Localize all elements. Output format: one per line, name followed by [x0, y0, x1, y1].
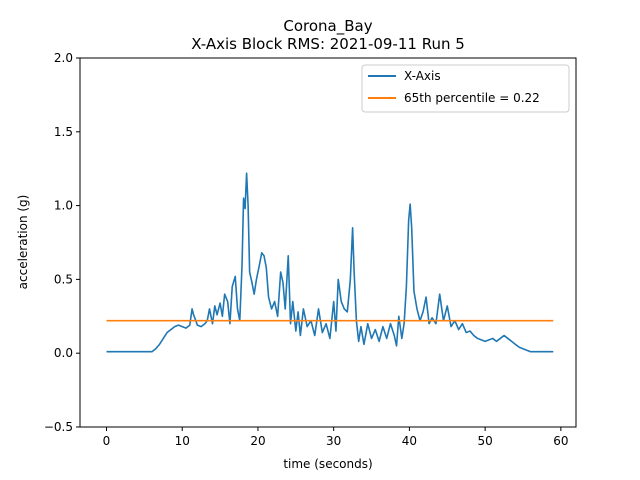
y-tick-label: 2.0	[54, 51, 73, 65]
x-axis-label: time (seconds)	[283, 457, 372, 471]
x-axis-ticks: 0 10 20 30 40 50 60	[103, 427, 568, 448]
x-tick-label: 20	[250, 434, 265, 448]
x-tick-label: 0	[103, 434, 111, 448]
y-axis-ticks: −0.5 0.0 0.5 1.0 1.5 2.0	[44, 51, 80, 434]
legend-box	[361, 64, 570, 113]
series-layer	[106, 172, 554, 353]
y-tick-label: −0.5	[44, 420, 73, 434]
legend-label-series-0: X-Axis	[404, 69, 441, 83]
legend: X-Axis 65th percentile = 0.22	[361, 64, 570, 113]
plot-frame	[79, 57, 577, 428]
x-tick-label: 60	[553, 434, 568, 448]
legend-label-series-1: 65th percentile = 0.22	[404, 91, 540, 105]
x-tick-label: 30	[326, 434, 341, 448]
y-axis-label: acceleration (g)	[16, 195, 30, 290]
plot-area	[79, 57, 577, 428]
chart-title: Corona_Bay	[283, 17, 372, 36]
y-tick-label: 1.0	[54, 199, 73, 213]
x-tick-label: 50	[477, 434, 492, 448]
x-tick-label: 10	[175, 434, 190, 448]
y-tick-label: 1.5	[54, 125, 73, 139]
y-tick-label: 0.0	[54, 346, 73, 360]
y-tick-label: 0.5	[54, 272, 73, 286]
x-tick-label: 40	[402, 434, 417, 448]
chart-subtitle: X-Axis Block RMS: 2021-09-11 Run 5	[191, 35, 465, 53]
